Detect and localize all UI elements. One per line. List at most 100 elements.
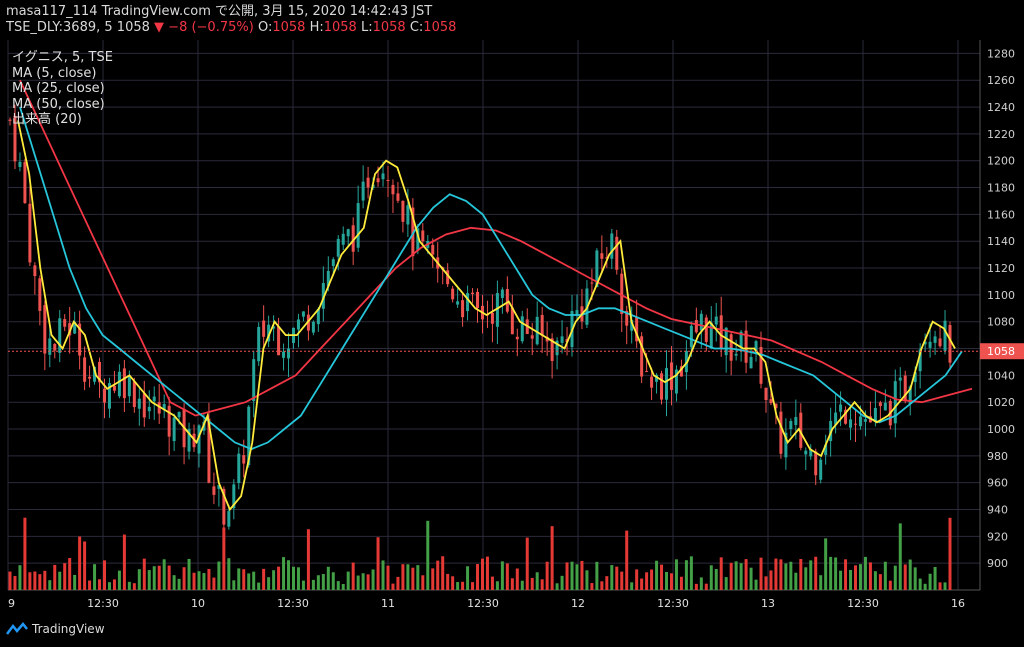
open-value: 1058 [272, 20, 306, 35]
volume-bar [197, 571, 201, 590]
candle-body [162, 404, 166, 410]
volume-bar [321, 573, 325, 590]
candle-body [287, 348, 291, 359]
candle-body [600, 253, 604, 259]
candle-body [645, 371, 649, 373]
candle-body [858, 416, 862, 427]
volume-bar [600, 581, 604, 590]
volume-bar [665, 571, 669, 590]
volume-bar [68, 558, 72, 590]
volume-bar [590, 583, 594, 590]
candle-body [262, 320, 266, 337]
volume-bar [162, 559, 166, 590]
volume-bar [461, 581, 465, 590]
candle-body [938, 338, 942, 347]
volume-bar [102, 560, 106, 590]
volume-bar [734, 561, 738, 590]
candle-body [520, 316, 524, 342]
volume-bar [505, 563, 509, 590]
legend-ma5[interactable]: MA (5, close) [12, 65, 97, 81]
volume-bar [694, 583, 698, 590]
price-tick-label: 1260 [987, 74, 1015, 87]
volume-bar [471, 582, 475, 590]
candle-body [595, 250, 599, 288]
volume-bar [575, 564, 579, 590]
candle-body [83, 357, 87, 382]
candle-body [316, 308, 320, 325]
volume-bar [829, 556, 833, 590]
candle-body [341, 233, 345, 245]
volume-bar [391, 583, 395, 590]
ma50-line [19, 79, 973, 417]
volume-bar [635, 569, 639, 590]
volume-bar [336, 581, 340, 590]
candle-body [336, 238, 340, 257]
candle-body [744, 330, 748, 363]
volume-bar [615, 566, 619, 590]
candle-body [451, 288, 455, 300]
volume-bar [252, 571, 256, 590]
volume-bar [217, 561, 221, 590]
price-tick-label: 960 [987, 477, 1008, 490]
legend-volume[interactable]: 出来高 (20) [12, 112, 82, 127]
volume-bar [421, 575, 425, 590]
candle-body [301, 311, 305, 317]
volume-bar [107, 582, 111, 590]
ohlc-row: TSE_DLY:3689, 5 1058 ▼ −8 (−0.75%) O:105… [6, 20, 456, 36]
candle-body [839, 404, 843, 412]
legend-ma25[interactable]: MA (25, close) [12, 81, 105, 96]
volume-bar [610, 565, 614, 590]
candle-body [764, 387, 768, 400]
volume-bar [819, 575, 823, 590]
candle-body [326, 270, 330, 287]
volume-bar [112, 579, 116, 590]
candle-body [620, 273, 624, 314]
candle-body [809, 449, 813, 457]
legend-symbol[interactable]: イグニス, 5, TSE [12, 50, 113, 65]
candle-body [157, 402, 161, 414]
candle-body [252, 359, 256, 402]
candle-body [311, 321, 315, 333]
candle-body [88, 376, 92, 379]
candle-body [391, 184, 395, 195]
candle-body [635, 316, 639, 342]
volume-bar [346, 571, 350, 590]
volume-bar [83, 541, 87, 590]
volume-bar [122, 534, 126, 590]
price-tick-label: 1280 [987, 47, 1015, 60]
price-tick-label: 940 [987, 504, 1008, 517]
candle-body [898, 377, 902, 381]
candle-body [137, 398, 141, 409]
volume-bar [605, 576, 609, 590]
time-tick-label: 11 [381, 597, 395, 610]
candle-body [669, 362, 673, 390]
price-tick-label: 1240 [987, 101, 1015, 114]
candle-body [590, 282, 594, 284]
volume-bar [679, 576, 683, 590]
volume-bar [774, 558, 778, 590]
high-label: H: [309, 20, 324, 35]
volume-bar [296, 567, 300, 590]
volume-bar [48, 580, 52, 590]
close-label: C: [409, 20, 424, 35]
low-label: L: [360, 20, 373, 35]
volume-bar [282, 557, 286, 590]
volume-bar [13, 576, 17, 590]
low-value: 1058 [372, 20, 406, 35]
tradingview-icon [6, 622, 28, 635]
volume-bar [714, 568, 718, 590]
candle-body [878, 402, 882, 406]
volume-bar [396, 576, 400, 590]
tradingview-logo[interactable]: TradingView [6, 622, 105, 636]
candle-body [361, 181, 365, 201]
candle-body [928, 341, 932, 348]
volume-bar [401, 564, 405, 590]
candle-body [247, 406, 251, 466]
candle-body [689, 325, 693, 348]
volume-bar [585, 570, 589, 590]
candle-body [515, 336, 519, 340]
volume-bar [242, 569, 246, 590]
legend-ma50[interactable]: MA (50, close) [12, 96, 105, 112]
volume-bar [540, 579, 544, 590]
